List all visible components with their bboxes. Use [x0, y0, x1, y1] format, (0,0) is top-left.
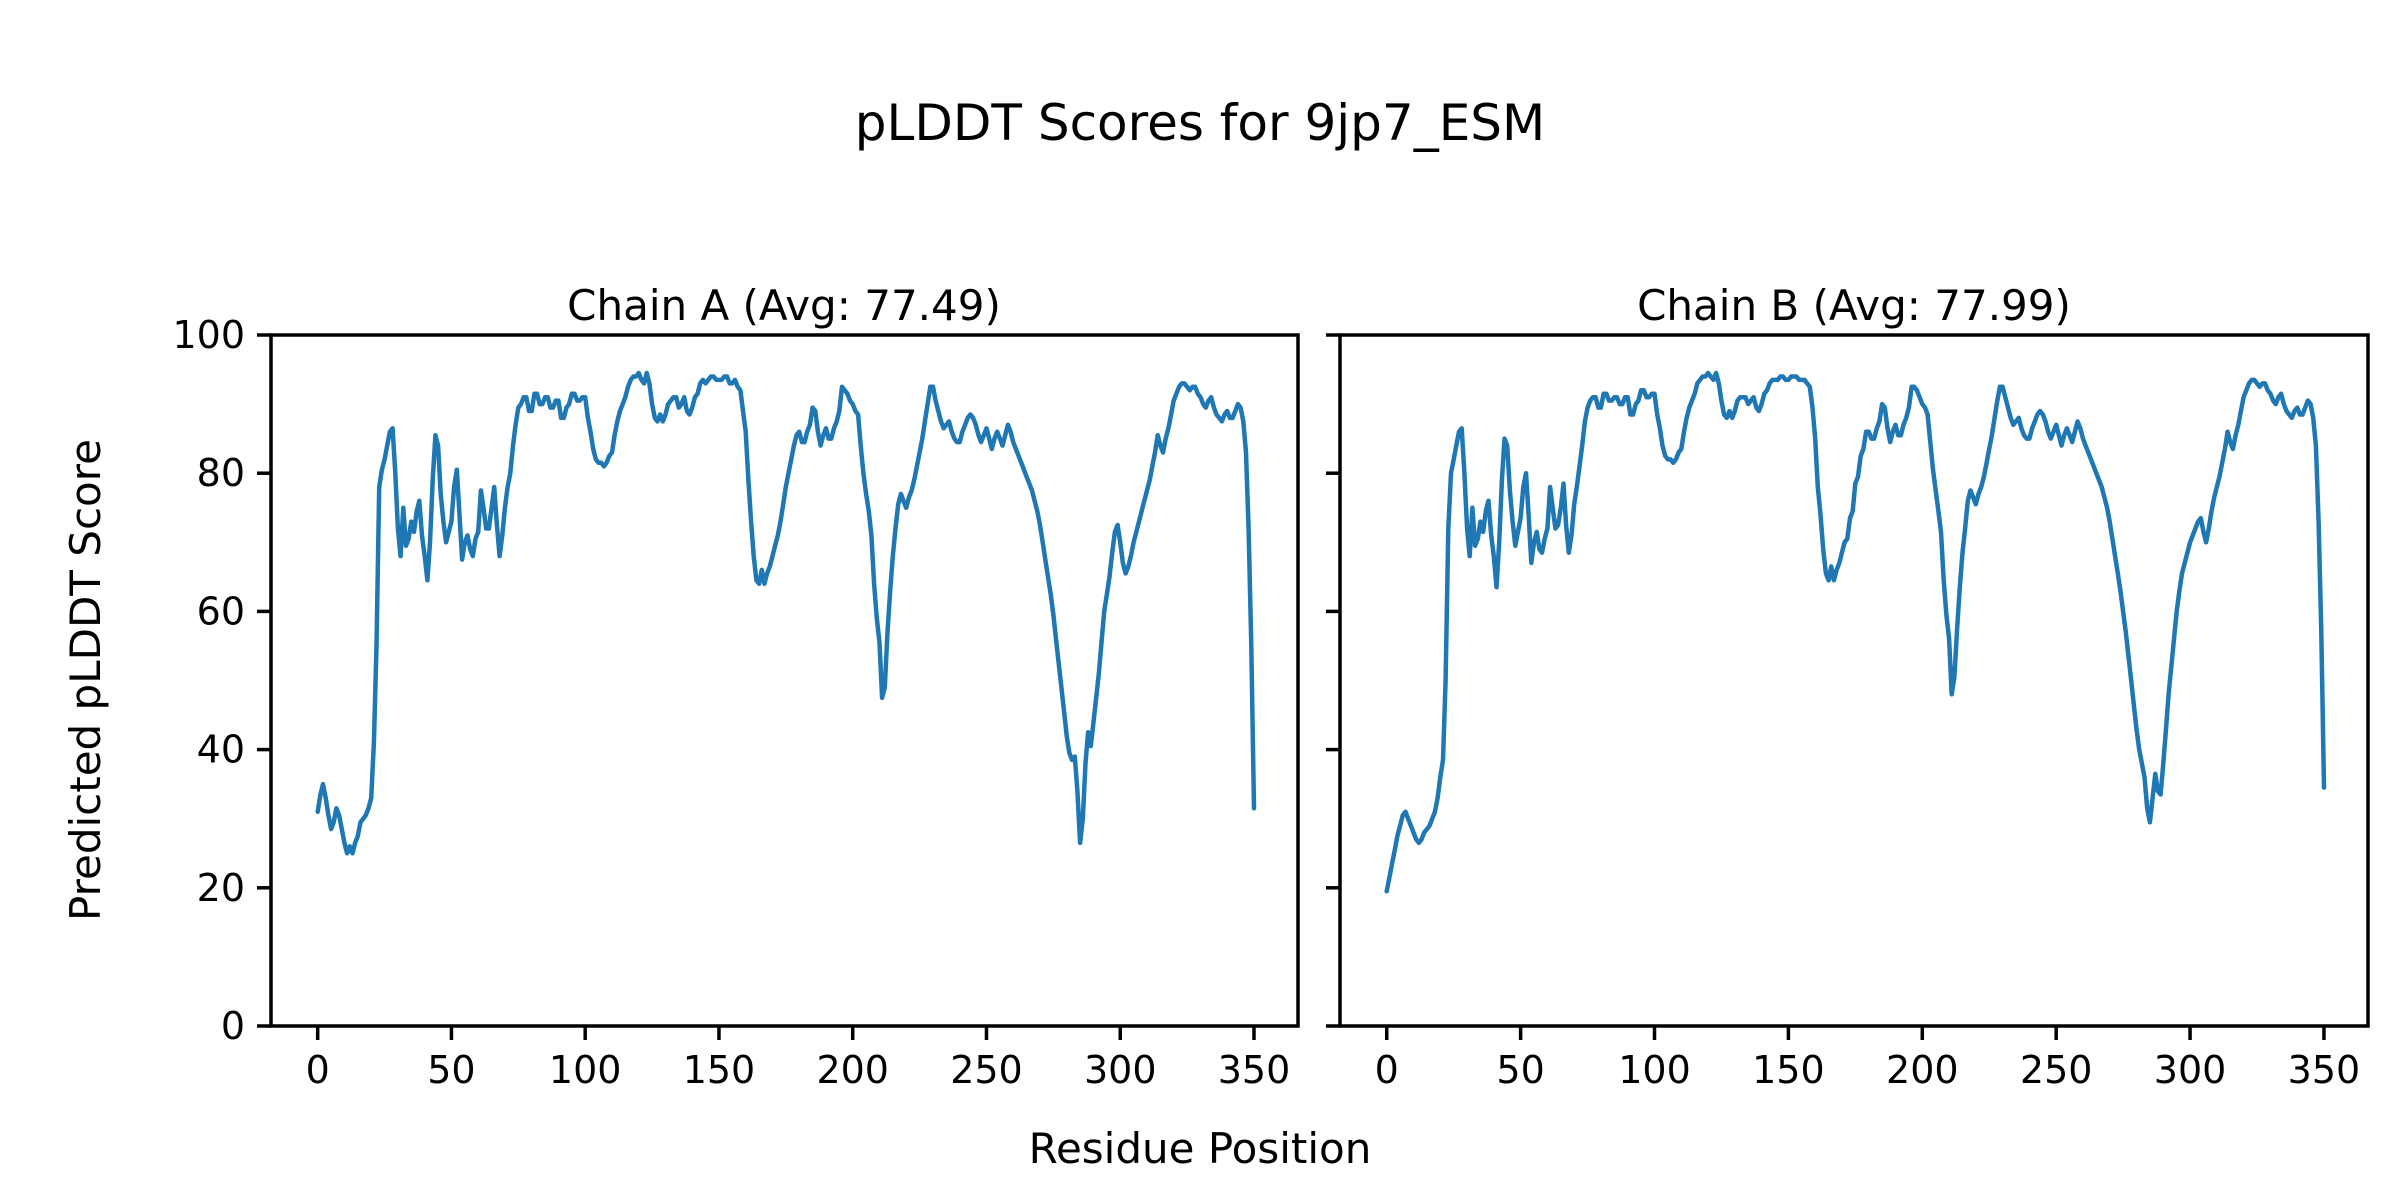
subplot-b-title: Chain B (Avg: 77.99) — [1637, 281, 2071, 330]
x-tick-label: 350 — [1218, 1048, 1291, 1092]
y-tick-label: 60 — [197, 589, 245, 633]
subplot-a-title: Chain A (Avg: 77.49) — [567, 281, 1001, 330]
x-tick-label: 350 — [2288, 1048, 2361, 1092]
y-tick-label: 0 — [221, 1004, 245, 1048]
x-tick-label: 100 — [1618, 1048, 1691, 1092]
plddt-line-chain-a — [315, 370, 1257, 856]
x-tick-label: 200 — [816, 1048, 889, 1092]
x-tick-label: 250 — [950, 1048, 1023, 1092]
x-tick-label: 50 — [427, 1048, 475, 1092]
axes-frame — [269, 333, 1300, 1028]
plddt-line-chain-b — [1384, 370, 2327, 894]
y-tick-label: 20 — [197, 866, 245, 910]
x-tick-label: 0 — [306, 1048, 330, 1092]
subplot-chain-a: 0 50 100 150 200 250 300 350 0 20 40 60 80 100 — [172, 313, 1300, 1092]
x-tick-label: 250 — [2020, 1048, 2093, 1092]
y-tick-label: 40 — [197, 728, 245, 772]
axes-frame — [1338, 333, 2370, 1028]
x-tick-label: 0 — [1375, 1048, 1399, 1092]
x-tick-label: 300 — [1084, 1048, 1157, 1092]
x-tick-label: 150 — [683, 1048, 756, 1092]
x-axis-label: Residue Position — [1029, 1124, 1372, 1173]
y-tick-label: 80 — [197, 451, 245, 495]
x-tick-label: 200 — [1886, 1048, 1959, 1092]
x-tick-label: 100 — [549, 1048, 622, 1092]
x-tick-label: 150 — [1752, 1048, 1825, 1092]
subplot-chain-b: 0 50 100 150 200 250 300 350 — [1326, 333, 2370, 1092]
y-axis-label: Predicted pLDDT Score — [61, 439, 110, 921]
x-tick-label: 50 — [1496, 1048, 1544, 1092]
x-tick-label: 300 — [2154, 1048, 2227, 1092]
figure-title: pLDDT Scores for 9jp7_ESM — [855, 94, 1545, 152]
y-tick-label: 100 — [172, 313, 245, 357]
